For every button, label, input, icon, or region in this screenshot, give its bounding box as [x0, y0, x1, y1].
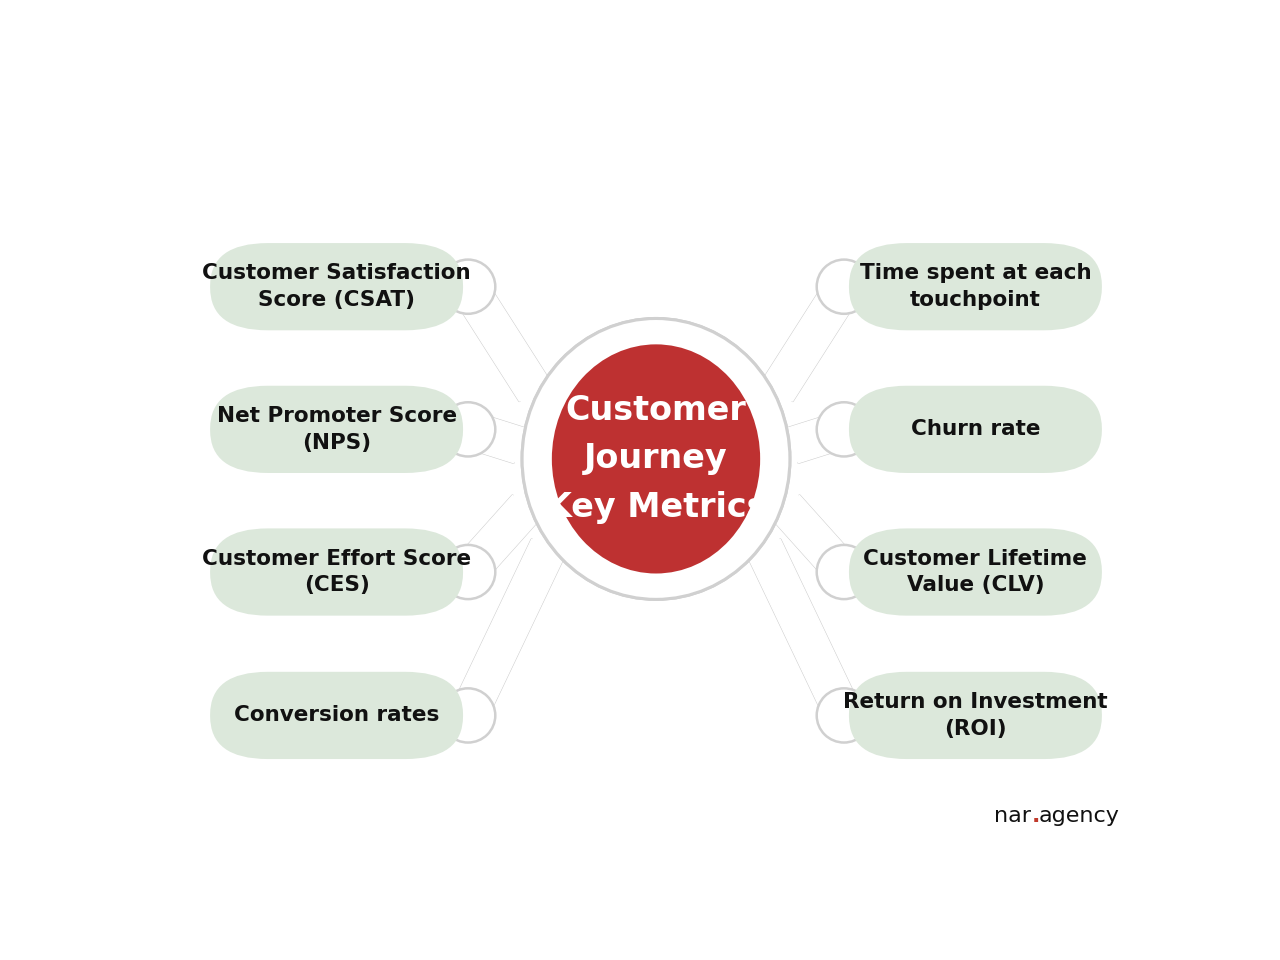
Text: nar: nar — [995, 806, 1030, 826]
Text: .: . — [1032, 806, 1039, 826]
Polygon shape — [758, 280, 861, 401]
Text: Return on Investment
(ROI): Return on Investment (ROI) — [844, 692, 1107, 738]
Ellipse shape — [817, 402, 872, 456]
Polygon shape — [458, 413, 531, 463]
Text: Customer Effort Score
(CES): Customer Effort Score (CES) — [202, 549, 471, 595]
Polygon shape — [451, 280, 554, 401]
Ellipse shape — [522, 319, 790, 599]
Ellipse shape — [817, 259, 872, 314]
Ellipse shape — [522, 319, 790, 599]
Text: Time spent at each
touchpoint: Time spent at each touchpoint — [860, 263, 1092, 310]
Polygon shape — [745, 540, 861, 720]
FancyBboxPatch shape — [210, 386, 463, 473]
Ellipse shape — [817, 688, 872, 742]
Ellipse shape — [440, 259, 495, 314]
FancyBboxPatch shape — [210, 243, 463, 330]
Text: Net Promoter Score
(NPS): Net Promoter Score (NPS) — [216, 406, 457, 452]
Text: Customer
Journey
Key Metrics: Customer Journey Key Metrics — [545, 394, 767, 524]
FancyBboxPatch shape — [210, 528, 463, 615]
Ellipse shape — [552, 345, 760, 573]
FancyBboxPatch shape — [849, 243, 1102, 330]
Text: agency: agency — [1039, 806, 1120, 826]
Polygon shape — [767, 495, 860, 580]
Text: Conversion rates: Conversion rates — [234, 706, 439, 726]
FancyBboxPatch shape — [849, 672, 1102, 759]
Text: Customer Satisfaction
Score (CSAT): Customer Satisfaction Score (CSAT) — [202, 263, 471, 310]
Ellipse shape — [440, 402, 495, 456]
Ellipse shape — [440, 545, 495, 599]
Ellipse shape — [440, 688, 495, 742]
FancyBboxPatch shape — [849, 386, 1102, 473]
FancyBboxPatch shape — [210, 672, 463, 759]
Polygon shape — [452, 495, 545, 580]
Ellipse shape — [817, 545, 872, 599]
Polygon shape — [451, 540, 567, 720]
FancyBboxPatch shape — [849, 528, 1102, 615]
Text: Churn rate: Churn rate — [910, 420, 1041, 440]
Text: Customer Lifetime
Value (CLV): Customer Lifetime Value (CLV) — [864, 549, 1088, 595]
Polygon shape — [781, 413, 854, 463]
